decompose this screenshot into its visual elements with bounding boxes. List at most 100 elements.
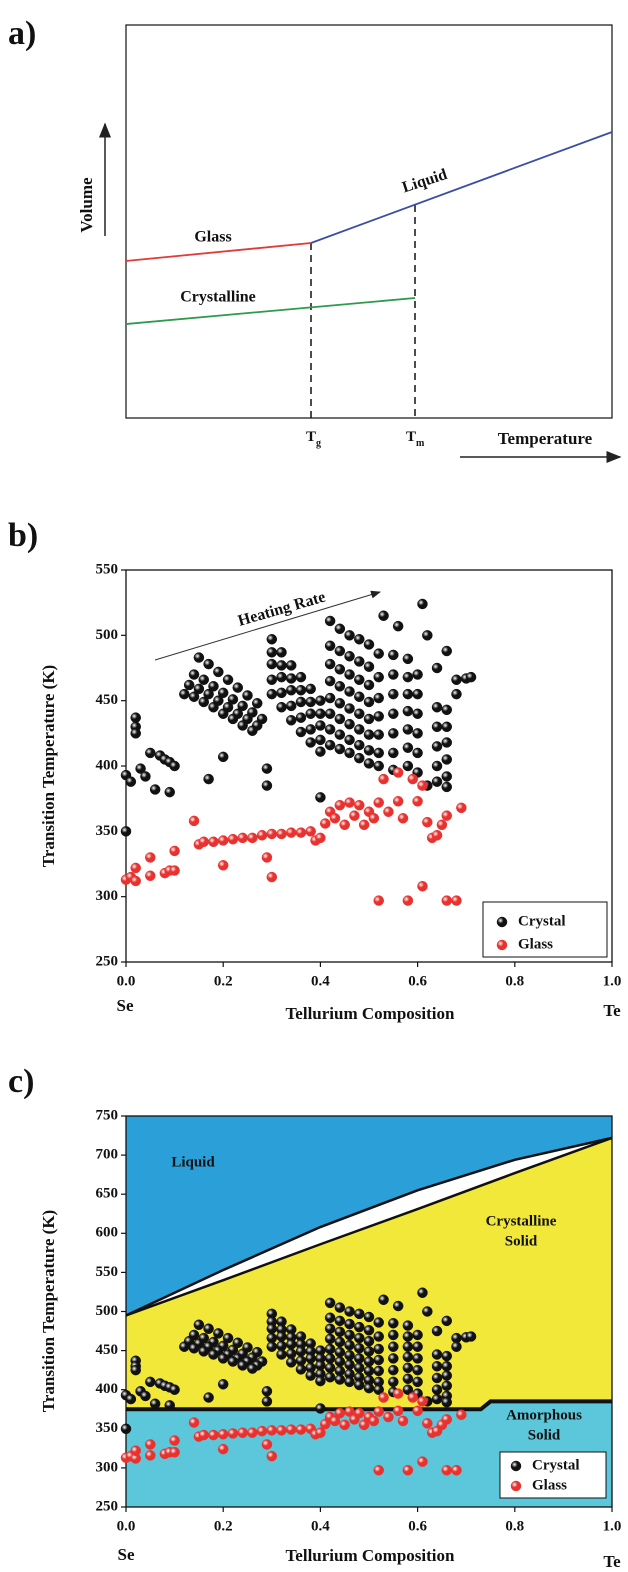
point (402, 895, 414, 906)
point (368, 1415, 380, 1427)
point (354, 634, 365, 645)
point (383, 806, 394, 817)
point (373, 671, 384, 683)
point (354, 752, 365, 764)
y-tick-label: 300 (96, 888, 119, 904)
point (266, 647, 278, 658)
point (203, 773, 214, 785)
point (417, 780, 428, 791)
point (237, 1360, 248, 1371)
point (344, 747, 355, 759)
point (247, 1363, 258, 1374)
legend-box (482, 901, 608, 958)
legend-marker (496, 939, 508, 951)
point (315, 734, 326, 746)
point (412, 1329, 423, 1341)
point (324, 1297, 336, 1309)
point (334, 1336, 346, 1348)
point (465, 671, 477, 683)
point (120, 826, 132, 837)
point (276, 660, 287, 671)
point (441, 1464, 453, 1476)
point (339, 819, 350, 831)
point (354, 1362, 365, 1374)
point (266, 1425, 278, 1436)
point (344, 1376, 355, 1388)
point (169, 865, 180, 876)
point (373, 1331, 384, 1342)
point (373, 895, 384, 906)
point (208, 1349, 219, 1360)
y-tick-label: 500 (96, 1303, 119, 1319)
point (266, 1323, 278, 1334)
point (354, 691, 365, 702)
point (227, 694, 239, 705)
x-tick-label: 0.6 (408, 973, 427, 989)
point (344, 1339, 355, 1351)
point (261, 763, 273, 774)
point (217, 751, 229, 763)
point (276, 671, 287, 683)
point (354, 1353, 365, 1364)
point (431, 721, 443, 733)
y-tick-label: 550 (96, 1264, 119, 1280)
point (324, 1312, 336, 1324)
point (363, 696, 375, 708)
point (208, 836, 219, 848)
point (388, 1353, 399, 1364)
point (451, 674, 462, 686)
point (208, 701, 219, 713)
point (354, 1332, 365, 1344)
point (354, 1321, 365, 1333)
point (402, 1373, 414, 1385)
point (392, 796, 404, 807)
point (368, 813, 380, 824)
curve-label: Crystalline (180, 289, 256, 306)
point (402, 1331, 414, 1342)
point (412, 1376, 423, 1388)
point (441, 737, 453, 748)
point (324, 1333, 336, 1345)
point (266, 871, 278, 883)
point (130, 875, 141, 887)
point (412, 1341, 423, 1352)
point (334, 1346, 346, 1358)
point (388, 708, 399, 719)
region-label: Amorphous (506, 1407, 582, 1423)
point (378, 1294, 389, 1306)
point (315, 832, 326, 844)
liquid-curve (310, 131, 613, 244)
point (465, 1331, 477, 1342)
point (422, 1306, 433, 1317)
point (295, 696, 307, 708)
point (431, 1384, 443, 1395)
point (145, 852, 156, 863)
point (431, 1372, 443, 1384)
point (261, 1439, 273, 1450)
y-tick-label: 450 (96, 1342, 119, 1358)
point (412, 728, 423, 739)
legend-marker (510, 1480, 522, 1492)
point (412, 1364, 423, 1376)
point (256, 1425, 268, 1437)
point (388, 1329, 399, 1341)
point (251, 698, 263, 709)
point (227, 1356, 239, 1367)
point (334, 1326, 346, 1338)
point (285, 1357, 297, 1368)
point (363, 661, 375, 672)
point (217, 1353, 229, 1364)
point (417, 1396, 428, 1407)
point (354, 1308, 365, 1320)
point (431, 830, 443, 841)
point (324, 615, 336, 627)
x-axis-label: Temperature (498, 429, 593, 448)
point (339, 1419, 350, 1431)
marker-label: Tg (306, 429, 321, 449)
point (334, 698, 346, 709)
point (315, 720, 326, 731)
legend-label: Crystal (518, 913, 566, 929)
point (354, 674, 365, 686)
point (431, 1393, 443, 1405)
x-tick-label: 0.4 (311, 973, 330, 989)
